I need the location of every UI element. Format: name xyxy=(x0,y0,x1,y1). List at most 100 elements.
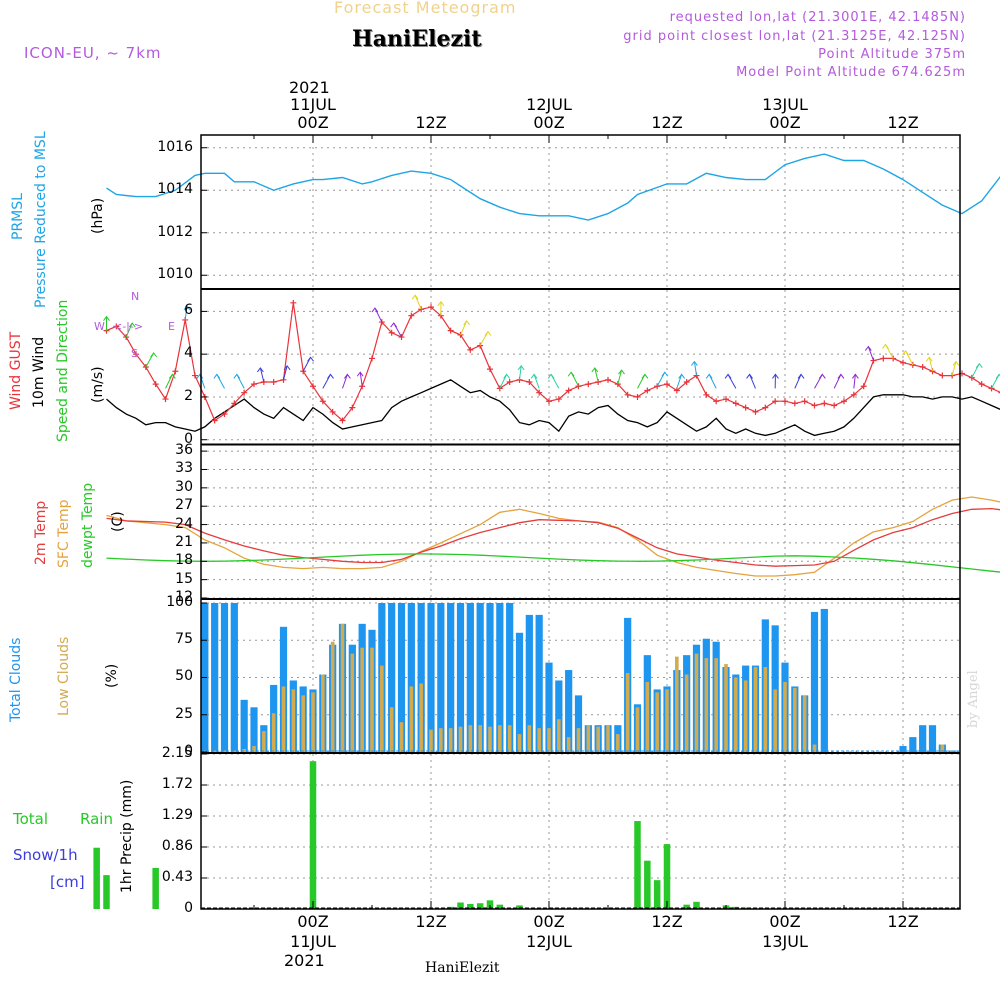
low-clouds-bar xyxy=(694,653,699,752)
gust-marker xyxy=(860,383,867,390)
wind-arrow-head xyxy=(705,373,713,379)
gust-marker xyxy=(123,334,130,341)
wind-direction-arrow xyxy=(359,372,363,387)
low-clouds-bar xyxy=(429,729,433,752)
gust-marker xyxy=(192,372,198,379)
wind-arrow-head xyxy=(103,315,110,321)
temp-unit-label: (C) xyxy=(110,511,126,532)
low-clouds-bar xyxy=(655,692,659,752)
grid-point-location: grid point closest lon,lat (21.3125E, 42… xyxy=(623,29,966,44)
total-clouds-bar xyxy=(555,680,563,752)
gust-marker xyxy=(791,400,798,407)
low-clouds-bar xyxy=(527,725,532,752)
wind-direction-arrow xyxy=(460,320,468,336)
ytick-label: 100 xyxy=(166,593,193,610)
wind-direction-arrow xyxy=(184,305,188,321)
low-clouds-bar xyxy=(783,681,787,752)
wind-direction-arrow xyxy=(867,346,874,361)
year-bottom: 2021 xyxy=(284,951,325,970)
low-clouds-bar xyxy=(763,667,768,752)
rain-bar xyxy=(467,903,474,909)
total-precip-label: Total xyxy=(13,810,49,828)
compass-arrow: <-|-> xyxy=(113,320,144,333)
gust-marker xyxy=(369,355,375,362)
gust-marker xyxy=(949,372,956,379)
model-altitude: Model Point Altitude 674.625m xyxy=(736,65,966,80)
ytick-label: 1010 xyxy=(157,266,193,283)
time-label-bottom: 00Z xyxy=(769,912,801,931)
low-clouds-bar xyxy=(271,713,276,752)
gust-marker xyxy=(526,378,533,385)
wind-direction-arrow xyxy=(693,361,697,376)
low-clouds-bar xyxy=(684,674,689,752)
low-clouds-bar xyxy=(557,719,561,752)
gust-marker xyxy=(664,381,670,388)
gust-marker xyxy=(162,396,169,403)
low-clouds-bar xyxy=(370,647,374,752)
gust-marker xyxy=(683,378,690,385)
gust-marker xyxy=(811,402,818,409)
snow-label: Snow/1h xyxy=(13,846,78,864)
wind-dir-label: Speed and Direction xyxy=(55,299,71,442)
rain-bar xyxy=(486,900,494,909)
wind-direction-arrow xyxy=(259,367,265,383)
rain-bar xyxy=(93,847,100,909)
low-clouds-bar xyxy=(380,665,384,752)
wind-arrow-head xyxy=(150,352,158,358)
gust-label: Wind GUST xyxy=(8,331,24,410)
low-clouds-bar xyxy=(625,673,630,752)
wind-arrow-head xyxy=(343,373,351,379)
prmsl-label: PRMSL xyxy=(10,193,26,240)
wind-arrow-head xyxy=(463,320,471,326)
wind-arrow-head xyxy=(530,373,538,379)
wind-arrow-head xyxy=(995,373,1000,379)
total-clouds-bar xyxy=(476,602,484,752)
low-clouds-bar xyxy=(458,726,463,752)
gust-marker xyxy=(241,389,248,396)
ytick-label: 0 xyxy=(184,430,193,447)
gust-marker xyxy=(251,381,257,388)
low-clouds-bar xyxy=(330,641,335,752)
gust-marker xyxy=(457,331,464,338)
gust-marker xyxy=(801,398,808,405)
ytick-label: 33 xyxy=(175,460,193,477)
time-label-bottom: 00Z xyxy=(297,912,329,931)
wind-arrow-head xyxy=(641,373,649,379)
wind-direction-arrow xyxy=(594,367,599,383)
low-clouds-bar xyxy=(468,725,473,752)
ytick-label: 30 xyxy=(175,478,193,495)
total-clouds-bar xyxy=(437,602,445,752)
wind-arrow-head xyxy=(437,300,445,306)
date-label-bottom: 13JUL xyxy=(762,932,808,951)
ytick-label: 1.72 xyxy=(161,776,193,792)
sfc-temp-line xyxy=(106,496,1000,577)
gust-marker xyxy=(388,329,395,336)
low-clouds-bar xyxy=(291,689,296,752)
gust-marker xyxy=(782,398,788,405)
wind-arrow-head xyxy=(567,371,575,377)
low-clouds-bar xyxy=(311,692,315,752)
rain-bar xyxy=(496,904,504,909)
wind-speed-line xyxy=(106,379,1000,437)
low-clouds-bar xyxy=(714,658,718,752)
ytick-label: 75 xyxy=(175,631,193,648)
gust-marker xyxy=(703,391,710,398)
total-clouds-bar xyxy=(447,602,455,752)
compass-s: S xyxy=(131,347,138,360)
time-label-top: 00Z xyxy=(533,113,565,132)
gust-marker xyxy=(585,381,592,388)
dewpt-label: dewpt Temp xyxy=(80,482,96,568)
ytick-label: 1012 xyxy=(157,223,193,240)
low-clouds-bar xyxy=(212,750,217,752)
low-clouds-bar xyxy=(321,674,325,752)
low-clouds-bar xyxy=(616,734,620,752)
rain-bar xyxy=(152,867,159,909)
low-clouds-bar xyxy=(812,744,817,752)
gust-marker xyxy=(133,351,139,358)
gust-marker xyxy=(329,408,336,415)
total-clouds-bar xyxy=(535,614,543,752)
low-clouds-bar xyxy=(409,686,414,752)
wind-direction-arrow xyxy=(125,322,133,338)
wind-arrow-head xyxy=(256,367,264,373)
wind-arrow-head xyxy=(503,373,511,379)
